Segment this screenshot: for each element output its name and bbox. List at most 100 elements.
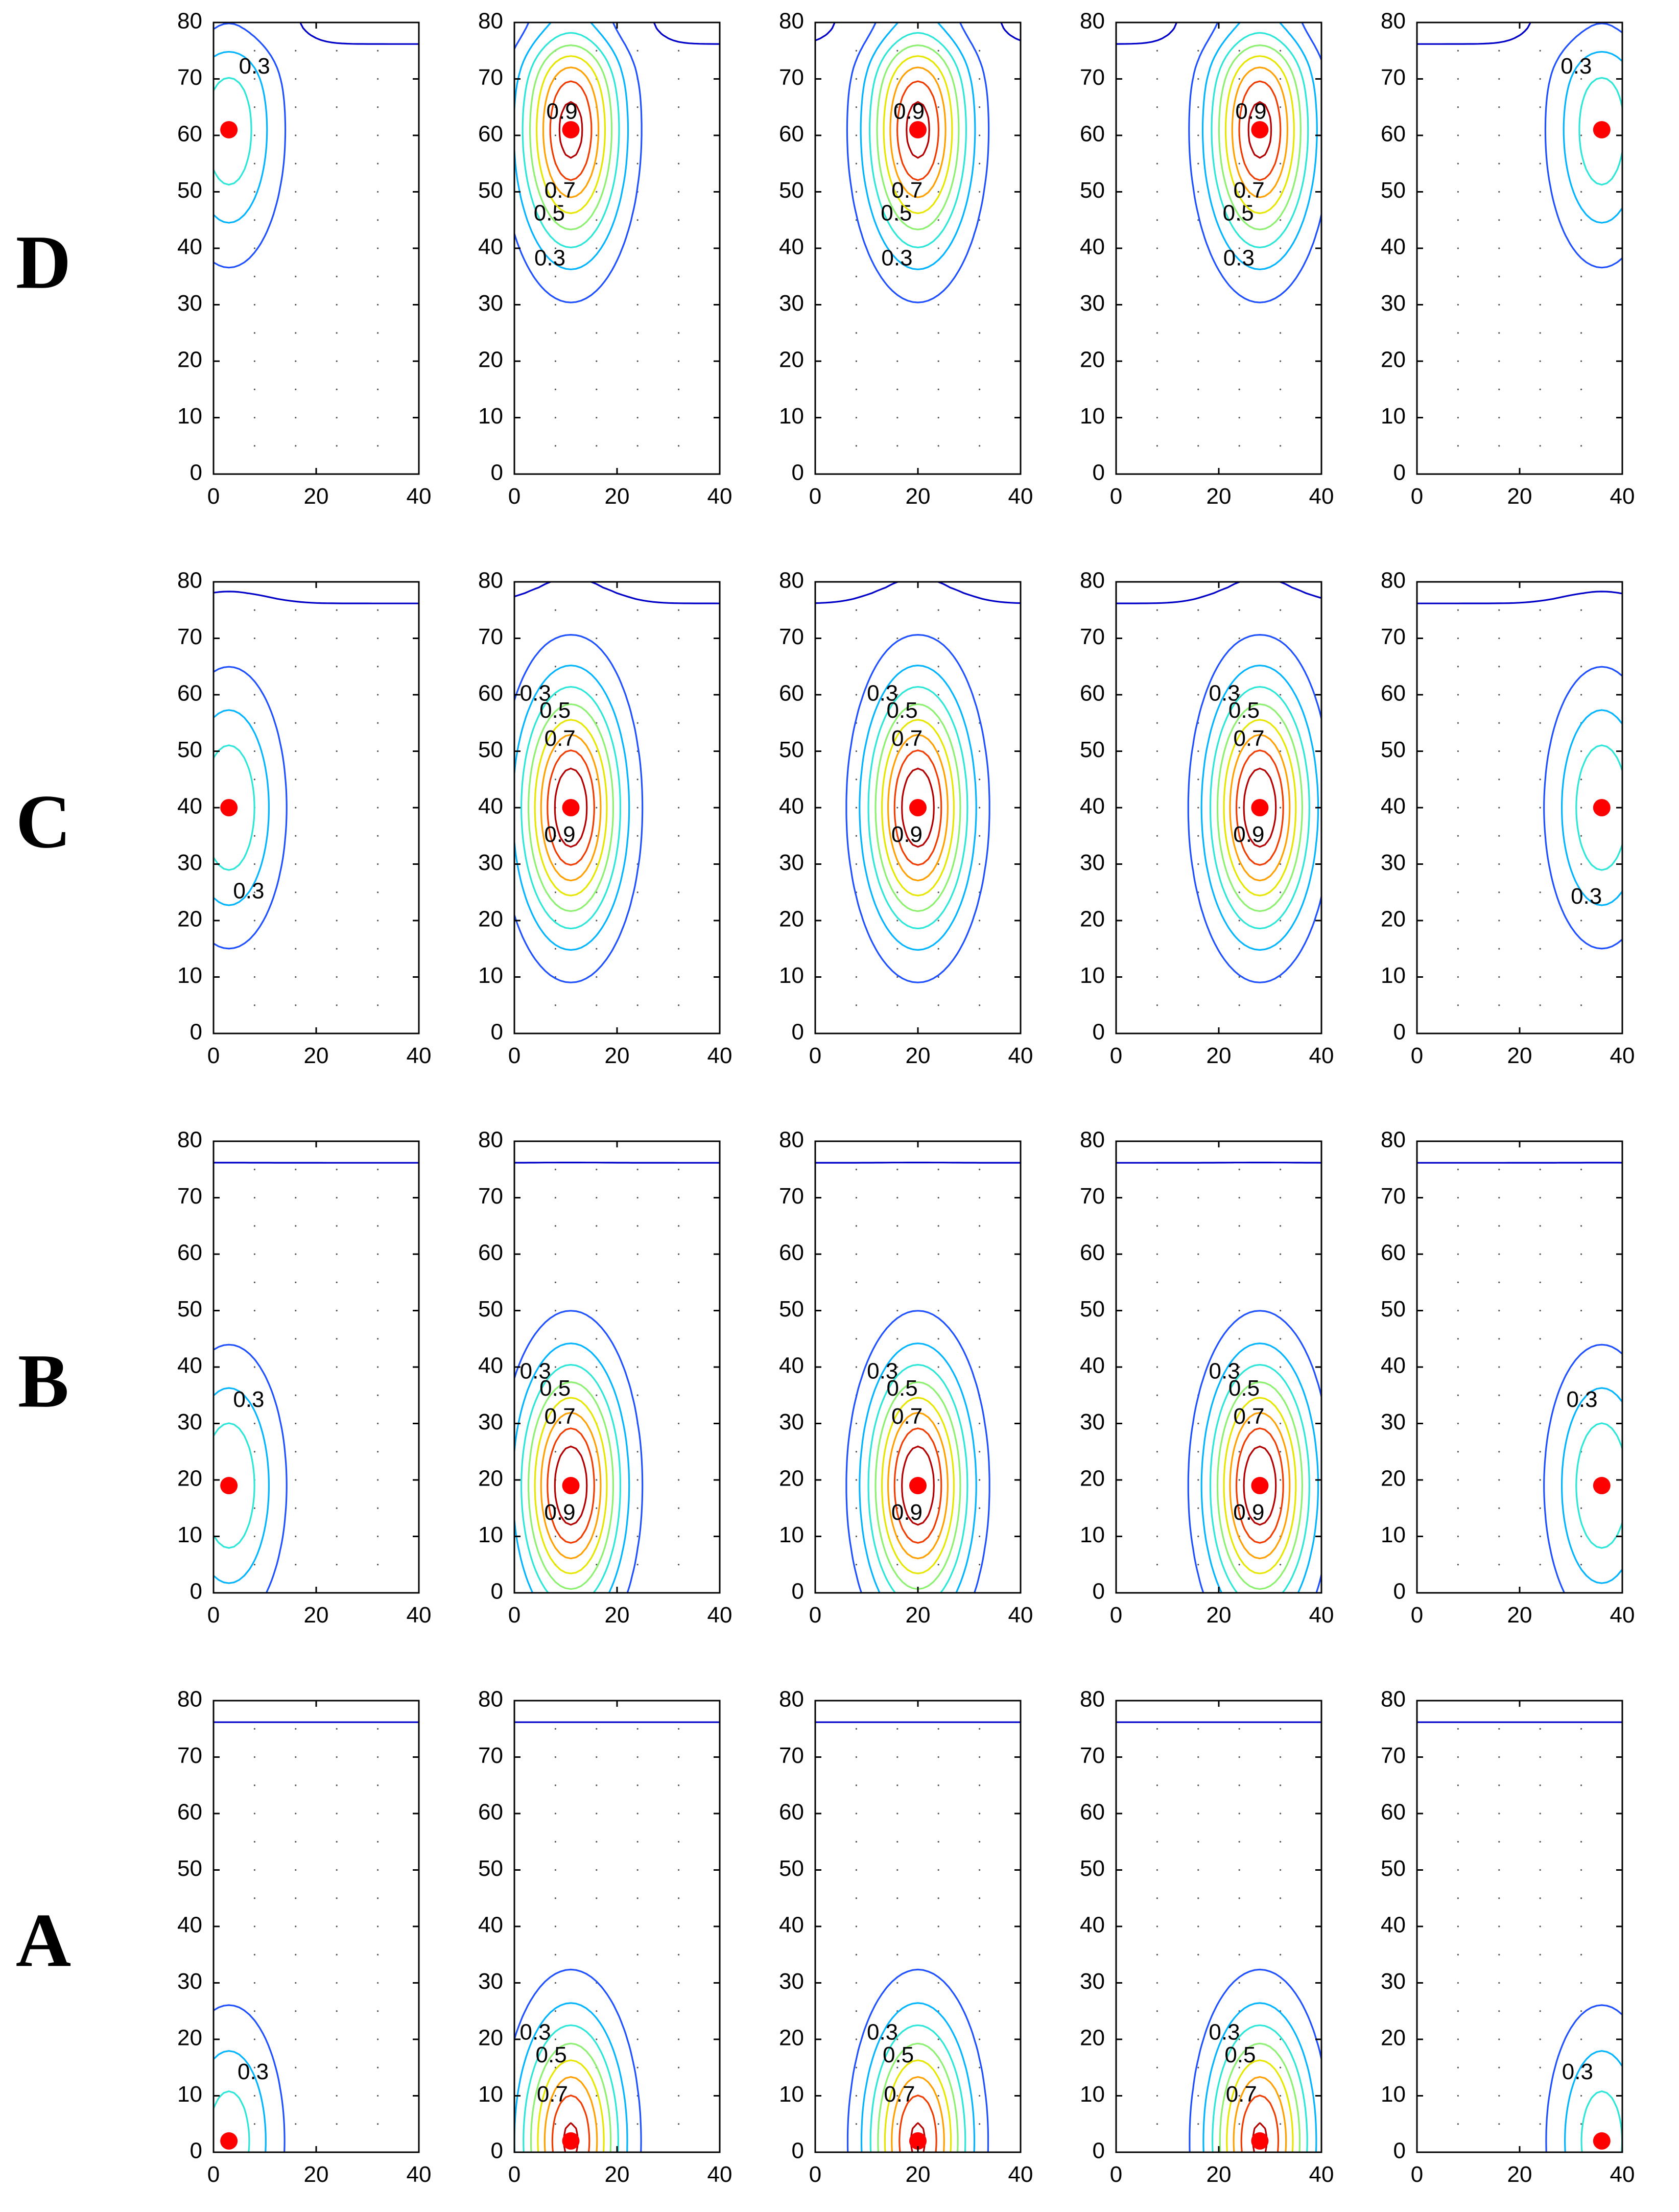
grid-dot: [1197, 948, 1199, 950]
grid-dot: [855, 360, 857, 362]
grid-dot: [937, 219, 939, 221]
y-tick-label: 20: [1381, 1466, 1406, 1491]
y-tick-label: 30: [478, 291, 503, 316]
grid-dot: [377, 134, 379, 136]
y-tick-label: 60: [1080, 122, 1105, 147]
grid-dot: [1156, 134, 1158, 136]
contour-0.6: [534, 719, 608, 897]
contour-0.7: [540, 1411, 602, 1560]
grid-dot: [855, 666, 857, 668]
grid-dot: [1197, 162, 1199, 164]
grid-dot: [678, 1004, 680, 1006]
grid-dot: [1197, 191, 1199, 193]
y-tick-label: 80: [1080, 568, 1105, 593]
grid-dot: [1498, 1507, 1500, 1509]
grid-dot: [1580, 50, 1582, 52]
grid-dot: [295, 2095, 297, 2097]
grid-dot: [253, 1338, 255, 1340]
grid-dot: [1238, 722, 1240, 724]
grid-dot: [1539, 835, 1541, 837]
grid-dot: [937, 1309, 939, 1312]
grid-dot: [1457, 1168, 1459, 1170]
grid-dots: [855, 1728, 981, 2125]
grid-dot: [1539, 1422, 1541, 1425]
grid-dot: [1280, 2095, 1282, 2097]
contour-label: 0.7: [1226, 2082, 1257, 2107]
grid-dot: [1539, 332, 1541, 334]
y-tick-label: 10: [478, 2082, 503, 2107]
grid-dot: [596, 807, 598, 809]
y-tick-label: 10: [779, 404, 804, 429]
x-tick-label: 0: [508, 1043, 521, 1068]
grid-dot: [1197, 1982, 1199, 1984]
grid-dot: [1197, 779, 1199, 781]
grid-dot: [896, 1784, 898, 1786]
grid-dot: [336, 78, 338, 80]
grid-dot: [295, 332, 297, 334]
grid-dot: [253, 1309, 255, 1312]
grid-dot: [377, 779, 379, 781]
y-tick-label: 70: [478, 624, 503, 649]
y-tick-label: 70: [779, 624, 804, 649]
grid-dot: [1539, 388, 1541, 390]
grid-dot: [295, 1954, 297, 1956]
grid-dot: [336, 779, 338, 781]
grid-dot: [1580, 388, 1582, 390]
grid-dot: [937, 1728, 939, 1730]
grid-dot: [1197, 1756, 1199, 1758]
y-tick-label: 20: [1080, 2026, 1105, 2051]
grid-dot: [979, 666, 981, 668]
grid-dot: [1197, 1535, 1199, 1538]
grid-dot: [1197, 2095, 1199, 2097]
grid-dot: [855, 920, 857, 922]
grid-dot: [377, 1451, 379, 1453]
grid-dot: [1498, 891, 1500, 893]
grid-dot: [1457, 750, 1459, 752]
grid-dot: [253, 722, 255, 724]
grid-dot: [253, 275, 255, 277]
grid-dot: [336, 948, 338, 950]
grid-dot: [596, 1168, 598, 1170]
grid-dot: [1580, 1784, 1582, 1786]
grid-dot: [336, 1451, 338, 1453]
x-tick-label: 0: [1110, 1603, 1122, 1628]
grid-dot: [1457, 920, 1459, 922]
grid-dot: [596, 1225, 598, 1227]
grid-dots: [253, 609, 379, 1006]
y-tick-label: 0: [491, 1579, 503, 1604]
grid-dot: [1280, 948, 1282, 950]
axes-frame: [513, 581, 721, 1034]
grid-dot: [979, 1954, 981, 1956]
grid-dot: [1457, 303, 1459, 306]
grid-dot: [979, 1422, 981, 1425]
grid-dot: [855, 2038, 857, 2040]
contour-0.8: [1238, 80, 1282, 181]
grid-dot: [253, 2010, 255, 2012]
grid-dot: [678, 722, 680, 724]
contour-0.1: [1417, 591, 1622, 604]
grid-dot: [336, 1756, 338, 1758]
grid-dot: [979, 162, 981, 164]
grid-dot: [1238, 1982, 1240, 1984]
grid-dot: [1238, 1925, 1240, 1927]
y-tick-label: 60: [779, 681, 804, 706]
grid-dot: [554, 1954, 556, 1956]
grid-dot: [1457, 1897, 1459, 1899]
grid-dot: [979, 920, 981, 922]
y-tick-label: 20: [1381, 907, 1406, 932]
grid-dot: [937, 1196, 939, 1199]
x-tick-label: 0: [1110, 1043, 1122, 1068]
grid-dot: [937, 332, 939, 334]
grid-dot: [295, 666, 297, 668]
y-tick-label: 60: [1381, 122, 1406, 147]
grid-dot: [937, 1479, 939, 1481]
grid-dot: [253, 303, 255, 306]
grid-dot: [253, 332, 255, 334]
grid-dot: [636, 976, 639, 978]
y-tick-label: 50: [177, 1856, 202, 1881]
grid-dot: [295, 1338, 297, 1340]
contour-label: 0.3: [238, 2059, 269, 2084]
grid-dot: [1238, 247, 1240, 249]
grid-dot: [554, 666, 556, 668]
